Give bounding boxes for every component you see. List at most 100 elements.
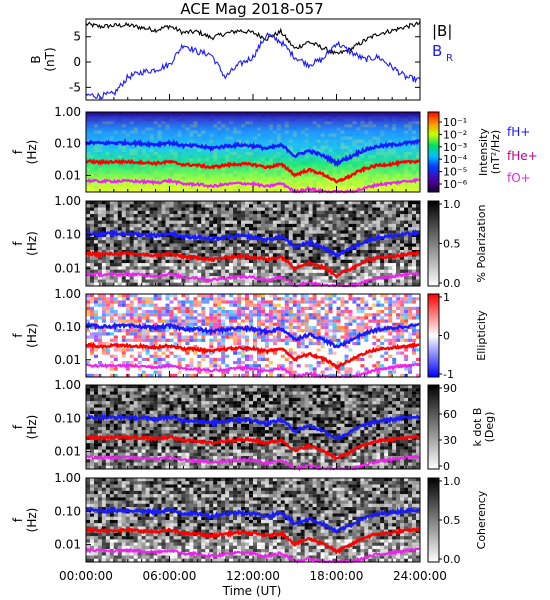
spectrogram-cell <box>400 316 405 320</box>
spectrogram-cell <box>173 269 178 273</box>
spectrogram-cell <box>332 167 337 171</box>
spectrogram-cell <box>129 243 134 247</box>
spectrogram-cell <box>113 465 118 469</box>
spectrogram-cell <box>312 367 317 371</box>
spectrogram-cell <box>360 357 365 361</box>
spectrogram-cell <box>245 341 249 346</box>
spectrogram-cell <box>261 207 265 211</box>
spectrogram-cell <box>340 152 345 156</box>
spectrogram-cell <box>249 272 253 277</box>
spectrogram-cell <box>396 297 401 301</box>
spectrogram-cell <box>109 417 114 421</box>
spectrogram-cell <box>153 385 158 389</box>
spectrogram-cell <box>324 276 329 280</box>
spectrogram-cell <box>165 127 170 131</box>
spectrogram-cell <box>97 243 102 247</box>
spectrogram-cell <box>209 227 214 231</box>
spectrogram-cell <box>245 152 249 156</box>
spectrogram-cell <box>241 214 246 218</box>
spectrogram-cell <box>320 306 325 310</box>
spectrogram-cell <box>400 276 405 280</box>
spectrogram-cell <box>145 300 150 304</box>
spectrogram-cell <box>113 367 118 371</box>
spectrogram-cell <box>153 394 158 398</box>
spectrogram-cell <box>416 348 420 352</box>
spectrogram-cell <box>225 279 230 283</box>
spectrogram-cell <box>257 223 261 228</box>
spectrogram-cell <box>90 173 94 177</box>
spectrogram-cell <box>284 230 289 234</box>
spectrogram-cell <box>177 127 182 131</box>
spectrogram-cell <box>149 210 154 215</box>
spectrogram-cell <box>249 303 253 307</box>
spectrogram-cell <box>380 171 384 174</box>
spectrogram-cell <box>412 361 416 365</box>
spectrogram-cell <box>400 137 404 140</box>
spectrogram-cell <box>177 266 182 270</box>
spectrogram-cell <box>213 201 218 205</box>
spectrogram-cell <box>384 282 389 286</box>
spectrogram-cell <box>368 279 373 283</box>
spectrogram-cell <box>157 276 162 280</box>
spectrogram-cell <box>348 115 353 119</box>
gyrofrequency-line-fh-plus <box>85 228 421 258</box>
spectrogram-cell <box>197 332 202 336</box>
spectrogram-cell <box>109 246 114 251</box>
spectrogram-cell <box>149 269 154 273</box>
spectrogram-cell <box>368 207 373 211</box>
spectrogram-cell <box>94 338 98 342</box>
spectrogram-cell <box>324 310 329 314</box>
spectrogram-cell <box>356 133 361 137</box>
spectrogram-cell <box>225 148 230 152</box>
spectrogram-cell <box>249 173 253 177</box>
spectrogram-cell <box>146 158 150 161</box>
spectrogram-cell <box>312 145 317 149</box>
spectrogram-cell <box>292 118 297 122</box>
spectrogram-cell <box>97 397 102 402</box>
spectrogram-cell <box>109 465 114 469</box>
spectrogram-cell <box>153 303 158 307</box>
spectrogram-cell <box>324 207 329 211</box>
spectrogram-cell <box>205 217 210 221</box>
spectrogram-cell <box>257 137 261 140</box>
spectrogram-cell <box>97 152 102 156</box>
spectrogram-cell <box>113 401 118 405</box>
spectrogram-cell <box>225 364 230 368</box>
spectrogram-cell <box>392 250 397 254</box>
spectrogram-cell <box>392 217 397 221</box>
spectrogram-cell <box>288 348 293 352</box>
spectrogram-cell <box>404 223 409 228</box>
spectrogram-cell <box>345 134 349 137</box>
spectrogram-cell <box>368 246 373 251</box>
spectrogram-cell <box>245 250 249 254</box>
spectrogram-cell <box>344 152 349 156</box>
spectrogram-cell <box>257 250 261 254</box>
spectrogram-cell <box>121 148 126 152</box>
spectrogram-cell <box>241 332 246 336</box>
spectrogram-cell <box>257 332 261 336</box>
spectrogram-cell <box>189 263 194 267</box>
spectrogram-cell <box>316 210 321 215</box>
spectrogram-cell <box>169 332 174 336</box>
spectrogram-cell <box>138 124 142 127</box>
spectrogram-cell <box>268 306 273 310</box>
spectrogram-cell <box>412 227 416 231</box>
spectrogram-cell <box>137 423 142 427</box>
spectrogram-cell <box>320 217 325 221</box>
spectrogram-cell <box>396 332 401 336</box>
spectrogram-cell <box>193 180 197 183</box>
spectrogram-cell <box>280 250 285 254</box>
spectrogram-cell <box>141 250 146 254</box>
spectrogram-cell <box>288 237 293 241</box>
spectrogram-cell <box>201 253 206 257</box>
spectrogram-cell <box>205 269 210 273</box>
spectrogram-cell <box>193 297 198 301</box>
spectrogram-cell <box>130 186 134 189</box>
spectrogram-cell <box>296 230 301 234</box>
spectrogram-cell <box>372 210 377 215</box>
spectrogram-cell <box>153 152 158 156</box>
spectrogram-cell <box>257 306 261 310</box>
spectrogram-cell <box>249 161 253 165</box>
spectrogram-cell <box>320 370 325 374</box>
